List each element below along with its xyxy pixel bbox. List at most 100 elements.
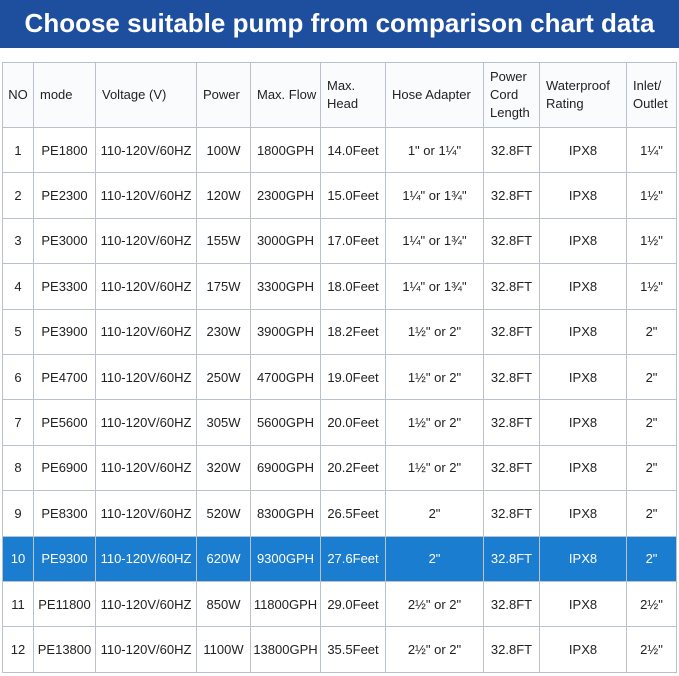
table-cell: 32.8FT: [483, 399, 540, 446]
table-cell: 13800GPH: [250, 626, 321, 673]
table-cell: 110-120V/60HZ: [95, 263, 197, 310]
table-cell: 32.8FT: [483, 580, 540, 628]
table-cell: 2": [626, 535, 677, 582]
table-row: 12 PE13800 110-120V/60HZ 1100W 13800GPH 35.5F…: [2, 626, 677, 673]
column-header: Hose Adapter: [385, 62, 484, 128]
table-cell: 1½": [626, 217, 677, 265]
table-cell: 850W: [196, 580, 251, 628]
table-cell: 1½" or 2": [385, 353, 484, 401]
table-cell: 5600GPH: [250, 399, 321, 446]
column-header: Power Cord Length: [483, 62, 540, 128]
table-cell: 2": [626, 444, 677, 492]
column-header: mode: [33, 62, 96, 128]
table-cell: PE4700: [33, 353, 96, 401]
table-cell: 19.0Feet: [320, 353, 386, 401]
table-cell: 305W: [196, 399, 251, 446]
table-cell: 35.5Feet: [320, 626, 386, 673]
table-cell: 20.0Feet: [320, 399, 386, 446]
table-cell: 32.8FT: [483, 535, 540, 582]
table-row: 11 PE11800 110-120V/60HZ 850W 11800GPH 29.0Fe…: [2, 580, 677, 628]
table-cell: 2½": [626, 580, 677, 628]
table-cell: 17.0Feet: [320, 217, 386, 265]
table-row: 2 PE2300 110-120V/60HZ 120W 2300GPH 15.0Feet 1…: [2, 172, 677, 219]
title-banner: Choose suitable pump from comparison cha…: [0, 0, 679, 48]
table-cell: 9300GPH: [250, 535, 321, 582]
table-cell: 2": [626, 490, 677, 537]
table-row: 4 PE3300 110-120V/60HZ 175W 3300GPH 18.0Feet 1…: [2, 263, 677, 310]
table-cell: 32.8FT: [483, 353, 540, 401]
table-cell: 8300GPH: [250, 490, 321, 537]
table-cell: 2½" or 2": [385, 580, 484, 628]
table-cell: 110-120V/60HZ: [95, 172, 197, 219]
table-cell: 1: [2, 126, 34, 174]
table-cell: 32.8FT: [483, 444, 540, 492]
table-row: 5 PE3900 110-120V/60HZ 230W 3900GPH 18.2Feet 1…: [2, 308, 677, 355]
table-cell: 32.8FT: [483, 490, 540, 537]
table-cell: 2½" or 2": [385, 626, 484, 673]
column-header: Inlet/ Outlet: [626, 62, 677, 128]
table-cell: 1800GPH: [250, 126, 321, 174]
table-cell: IPX8: [539, 353, 627, 401]
column-header: Power: [196, 62, 251, 128]
table-cell: 3000GPH: [250, 217, 321, 265]
table-cell: 110-120V/60HZ: [95, 399, 197, 446]
comparison-table: NO mode Voltage (V) Power Max. Flow Max. Head…: [2, 62, 677, 673]
table-cell: 18.2Feet: [320, 308, 386, 355]
table-cell: IPX8: [539, 626, 627, 673]
column-header: Waterproof Rating: [539, 62, 627, 128]
table-cell: PE2300: [33, 172, 96, 219]
table-cell: 520W: [196, 490, 251, 537]
table-cell: 230W: [196, 308, 251, 355]
table-cell: 14.0Feet: [320, 126, 386, 174]
table-cell: 6: [2, 353, 34, 401]
table-body: 1 PE1800 110-120V/60HZ 100W 1800GPH 14.0Feet 1…: [2, 126, 677, 673]
table-cell: 2": [626, 353, 677, 401]
table-row: 8 PE6900 110-120V/60HZ 320W 6900GPH 20.2Feet 1…: [2, 444, 677, 492]
table-cell: 110-120V/60HZ: [95, 444, 197, 492]
table-cell: IPX8: [539, 535, 627, 582]
table-cell: 1½" or 2": [385, 308, 484, 355]
table-row: 6 PE4700 110-120V/60HZ 250W 4700GPH 19.0Feet 1…: [2, 353, 677, 401]
table-cell: PE8300: [33, 490, 96, 537]
table-cell: 1½": [626, 172, 677, 219]
table-cell: 20.2Feet: [320, 444, 386, 492]
table-cell: PE3000: [33, 217, 96, 265]
table-cell: 110-120V/60HZ: [95, 580, 197, 628]
table-row: 7 PE5600 110-120V/60HZ 305W 5600GPH 20.0Feet 1…: [2, 399, 677, 446]
table-cell: 11: [2, 580, 34, 628]
table-cell: 2": [626, 399, 677, 446]
table-cell: 4700GPH: [250, 353, 321, 401]
table-cell: IPX8: [539, 172, 627, 219]
table-cell: 1¼" or 1¾": [385, 263, 484, 310]
table-cell: 155W: [196, 217, 251, 265]
table-cell: 110-120V/60HZ: [95, 126, 197, 174]
table-cell: 1¼": [626, 126, 677, 174]
table-cell: PE3900: [33, 308, 96, 355]
table-cell: 32.8FT: [483, 308, 540, 355]
table-cell: PE11800: [33, 580, 96, 628]
table-cell: IPX8: [539, 126, 627, 174]
table-cell: IPX8: [539, 217, 627, 265]
column-header: NO: [2, 62, 34, 128]
table-cell: 4: [2, 263, 34, 310]
table-cell: 1¼" or 1¾": [385, 217, 484, 265]
table-cell: 250W: [196, 353, 251, 401]
table-cell: 8: [2, 444, 34, 492]
table-cell: 3: [2, 217, 34, 265]
table-cell: 110-120V/60HZ: [95, 308, 197, 355]
table-cell: 27.6Feet: [320, 535, 386, 582]
table-cell: IPX8: [539, 308, 627, 355]
table-cell: 18.0Feet: [320, 263, 386, 310]
table-cell: 5: [2, 308, 34, 355]
table-cell: 32.8FT: [483, 626, 540, 673]
table-cell: 32.8FT: [483, 217, 540, 265]
table-cell: 110-120V/60HZ: [95, 353, 197, 401]
table-cell: 2: [2, 172, 34, 219]
table-cell: 2": [385, 490, 484, 537]
table-cell: PE9300: [33, 535, 96, 582]
table-cell: 10: [2, 535, 34, 582]
table-cell: 32.8FT: [483, 126, 540, 174]
table-cell: IPX8: [539, 263, 627, 310]
table-cell: 620W: [196, 535, 251, 582]
table-cell: PE5600: [33, 399, 96, 446]
